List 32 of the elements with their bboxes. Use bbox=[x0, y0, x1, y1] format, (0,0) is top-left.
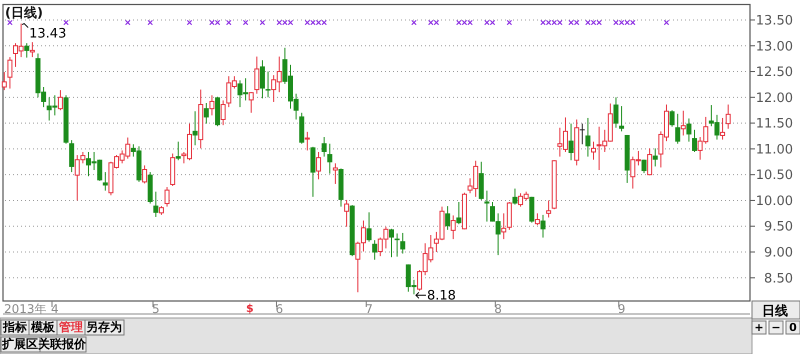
y-tick-label: 10.50 bbox=[756, 168, 793, 184]
y-tick-label: 10.00 bbox=[756, 194, 793, 209]
y-tick-label: 13.00 bbox=[756, 39, 793, 54]
x-axis-title: 2013年 bbox=[4, 302, 47, 316]
x-tick-label: 7 bbox=[365, 302, 373, 316]
y-tick-label: 8.50 bbox=[764, 271, 793, 286]
y-tick-label: 11.50 bbox=[756, 116, 793, 132]
annotation: 指标 bbox=[0, 320, 30, 336]
annotation: 另存为 bbox=[84, 320, 124, 336]
annotation: 关联报价 bbox=[38, 336, 86, 352]
x-tick-label: 9 bbox=[618, 302, 626, 316]
annotation: 0 bbox=[786, 320, 800, 334]
annotation: $ bbox=[246, 302, 254, 315]
x-tick-label: 5 bbox=[152, 302, 160, 316]
y-tick-label: 12.00 bbox=[756, 90, 793, 106]
y-tick-label: 12.50 bbox=[756, 65, 793, 80]
y-tick-label: 9.00 bbox=[764, 246, 793, 261]
y-tick-label: 13.50 bbox=[756, 13, 793, 28]
annotation: 13.43 bbox=[22, 22, 66, 42]
y-tick-label: 11.00 bbox=[756, 142, 793, 158]
annotation: 8.18 bbox=[415, 288, 456, 304]
annotation: 8.18 bbox=[426, 288, 456, 304]
chart-title: (日线) bbox=[5, 6, 43, 21]
x-tick-label: 4 bbox=[50, 302, 59, 316]
annotation: + bbox=[752, 320, 766, 334]
annotation: 管理 bbox=[56, 320, 86, 336]
y-tick-label: 9.50 bbox=[764, 220, 793, 235]
x-tick-label: 8 bbox=[494, 302, 502, 316]
x-tick-label: 6 bbox=[275, 302, 284, 316]
annotation: − bbox=[768, 320, 784, 334]
annotation: 模板 bbox=[28, 320, 58, 336]
annotation: 13.43 bbox=[29, 26, 66, 42]
